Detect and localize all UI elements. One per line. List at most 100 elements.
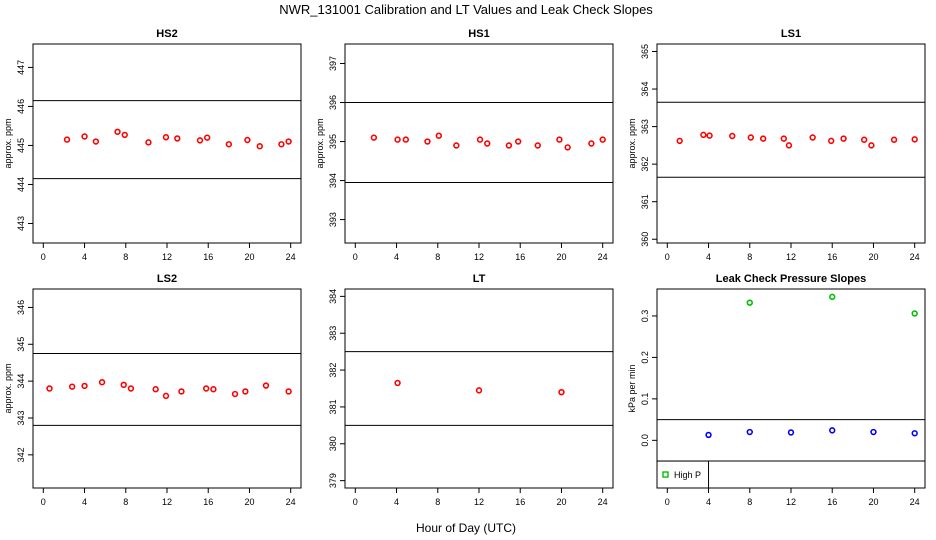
panel-2: LS1 0 4 8 12 16 20 24 360 361 362 363 364 365 approx. … [627, 28, 926, 262]
y-tick-label: 342 [16, 447, 26, 462]
data-point [556, 136, 563, 143]
data-point [68, 383, 76, 390]
y-tick-label: 381 [328, 399, 338, 414]
data-point [394, 379, 401, 387]
data-point [840, 135, 847, 142]
y-tick-label: 363 [640, 119, 650, 134]
plot-frame [656, 288, 926, 489]
y-tick-label: 382 [328, 363, 338, 378]
data-point [676, 137, 683, 145]
data-point [558, 388, 565, 396]
x-tick-label: 4 [82, 497, 87, 507]
x-tick-label: 0 [41, 252, 46, 262]
data-point [278, 141, 285, 148]
x-tick-label: 12 [162, 497, 172, 507]
x-tick-label: 16 [515, 252, 525, 262]
data-point [706, 132, 713, 139]
data-point [746, 299, 753, 306]
x-tick-label: 12 [162, 252, 172, 262]
y-tick-label: 379 [328, 473, 338, 488]
data-point [394, 136, 401, 143]
panel-5: Leak Check Pressure Slopes 0 4 8 12 16 20 24 0.0… [627, 273, 926, 507]
data-point [145, 139, 152, 146]
y-axis-label: approx. ppm [3, 118, 13, 168]
x-tick-label: 12 [786, 252, 796, 262]
y-tick-label: 444 [16, 177, 26, 192]
plot-frame [344, 43, 614, 244]
data-point [746, 428, 753, 436]
x-tick-label: 16 [203, 252, 213, 262]
data-point [120, 381, 127, 389]
x-tick-label: 0 [41, 497, 46, 507]
data-point [256, 143, 263, 150]
data-point [780, 135, 787, 142]
y-tick-label: 0.1 [640, 393, 650, 406]
y-tick-label: 380 [328, 436, 338, 451]
data-point [81, 382, 88, 390]
x-tick-label: 8 [123, 497, 128, 507]
x-tick-label: 4 [706, 497, 711, 507]
data-point [870, 428, 877, 436]
x-tick-label: 20 [556, 252, 566, 262]
y-tick-label: 446 [16, 99, 26, 114]
x-tick-label: 12 [474, 497, 484, 507]
data-point [210, 386, 217, 393]
data-point [114, 128, 121, 135]
y-axis-label: approx. ppm [627, 118, 637, 168]
x-tick-label: 4 [394, 252, 399, 262]
data-point [890, 136, 898, 143]
panel-title: LS1 [781, 28, 801, 40]
panel-title: HS1 [468, 28, 489, 40]
y-tick-label: 384 [328, 289, 338, 304]
data-point [262, 382, 270, 389]
data-point [285, 138, 292, 145]
data-point [475, 387, 483, 394]
data-point [81, 133, 88, 140]
x-tick-label: 8 [123, 252, 128, 262]
data-point [599, 136, 606, 143]
x-tick-label: 24 [598, 497, 608, 507]
y-tick-label: 360 [640, 232, 650, 247]
data-point [911, 430, 918, 437]
data-point [759, 135, 767, 142]
y-tick-label: 445 [16, 138, 26, 153]
data-point [860, 136, 868, 143]
data-point [242, 388, 249, 395]
x-tick-label: 24 [910, 252, 920, 262]
y-axis-label: approx. ppm [3, 363, 13, 413]
data-point [285, 388, 292, 395]
data-point [787, 429, 795, 436]
data-point [911, 310, 918, 317]
data-point [785, 142, 793, 149]
panel-1: HS1 0 4 8 12 16 20 24 393 394 395 396 397 approx. ppm [315, 28, 614, 262]
x-tick-label: 20 [244, 252, 254, 262]
data-point [911, 136, 918, 143]
data-point [868, 142, 875, 149]
data-point [729, 132, 736, 140]
panel-title: HS2 [156, 28, 177, 40]
data-point [231, 390, 239, 398]
y-tick-label: 395 [328, 134, 338, 149]
y-tick-label: 0.2 [640, 351, 650, 364]
x-tick-label: 24 [286, 497, 296, 507]
data-point [174, 135, 181, 142]
x-tick-label: 0 [353, 252, 358, 262]
x-tick-label: 0 [353, 497, 358, 507]
data-point [827, 137, 835, 145]
data-point [162, 392, 170, 400]
data-point [588, 140, 595, 147]
data-point [225, 141, 233, 148]
x-tick-label: 16 [827, 497, 837, 507]
panel-title: LS2 [157, 273, 177, 285]
data-point [484, 140, 491, 147]
x-tick-label: 20 [868, 497, 878, 507]
y-tick-label: 346 [16, 300, 26, 315]
x-tick-label: 16 [203, 497, 213, 507]
data-point [514, 138, 522, 145]
data-point [505, 142, 513, 149]
data-point [202, 385, 210, 392]
data-point [564, 144, 571, 151]
data-point [402, 136, 410, 143]
data-point [63, 136, 71, 143]
